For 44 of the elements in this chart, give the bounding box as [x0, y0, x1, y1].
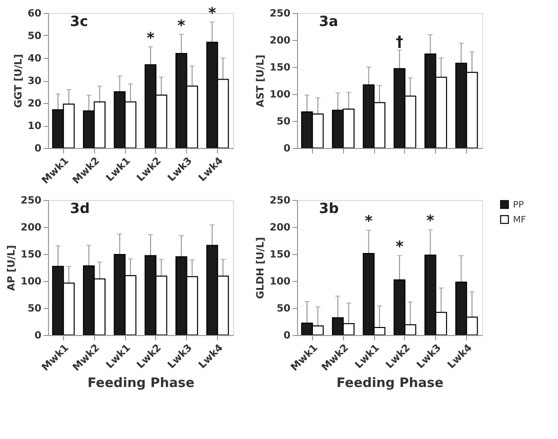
annotation: *	[364, 212, 373, 230]
y-tick-label: 250	[270, 196, 291, 206]
y-tick-label: 250	[20, 196, 42, 206]
chart-title: 3d	[70, 201, 90, 217]
annotation: †	[396, 32, 404, 50]
y-axis-title: AP [U/L]	[6, 245, 18, 291]
y-tick-label: 10	[28, 121, 42, 132]
annotation: *	[396, 238, 404, 256]
annotation: *	[208, 4, 216, 22]
y-tick-label: 40	[28, 54, 42, 64]
y-tick-label: 50	[276, 304, 291, 314]
y-tick-label: 100	[20, 276, 42, 288]
legend-label: MF	[513, 216, 526, 226]
y-tick-label: 50	[28, 304, 42, 314]
annotation: *	[146, 28, 155, 47]
y-tick-label: 150	[20, 250, 42, 260]
y-tick-label: 20	[28, 98, 42, 110]
y-tick-label: 0	[284, 330, 291, 342]
chart-title: 3b	[319, 201, 339, 217]
y-tick-label: 250	[270, 8, 291, 20]
y-axis-title: AST [U/L]	[256, 54, 267, 108]
chart-title: 3a	[319, 14, 338, 30]
y-tick-label: 0	[284, 144, 291, 154]
y-tick-label: 60	[28, 8, 42, 20]
annotation: *	[177, 16, 186, 34]
legend-label: PP	[513, 200, 524, 210]
y-tick-label: 30	[28, 76, 42, 87]
y-tick-label: 200	[270, 36, 291, 46]
x-axis-title: Feeding Phase	[88, 376, 195, 391]
y-tick-label: 200	[270, 222, 291, 234]
y-axis-title: GLDH [U/L]	[256, 236, 267, 300]
y-tick-label: 150	[270, 250, 291, 260]
y-tick-label: 0	[34, 144, 42, 154]
y-tick-label: 0	[34, 330, 42, 342]
y-tick-label: 150	[270, 62, 291, 74]
y-tick-label: 50	[28, 31, 42, 42]
y-tick-label: 200	[20, 222, 42, 234]
y-tick-label: 100	[270, 276, 291, 288]
x-axis-title: Feeding Phase	[336, 376, 444, 391]
y-tick-label: 100	[270, 90, 291, 100]
y-tick-label: 50	[276, 116, 291, 128]
chart-title: 3c	[70, 14, 88, 30]
annotation: *	[426, 212, 434, 230]
y-axis-title: GGT [U/L]	[14, 54, 25, 108]
